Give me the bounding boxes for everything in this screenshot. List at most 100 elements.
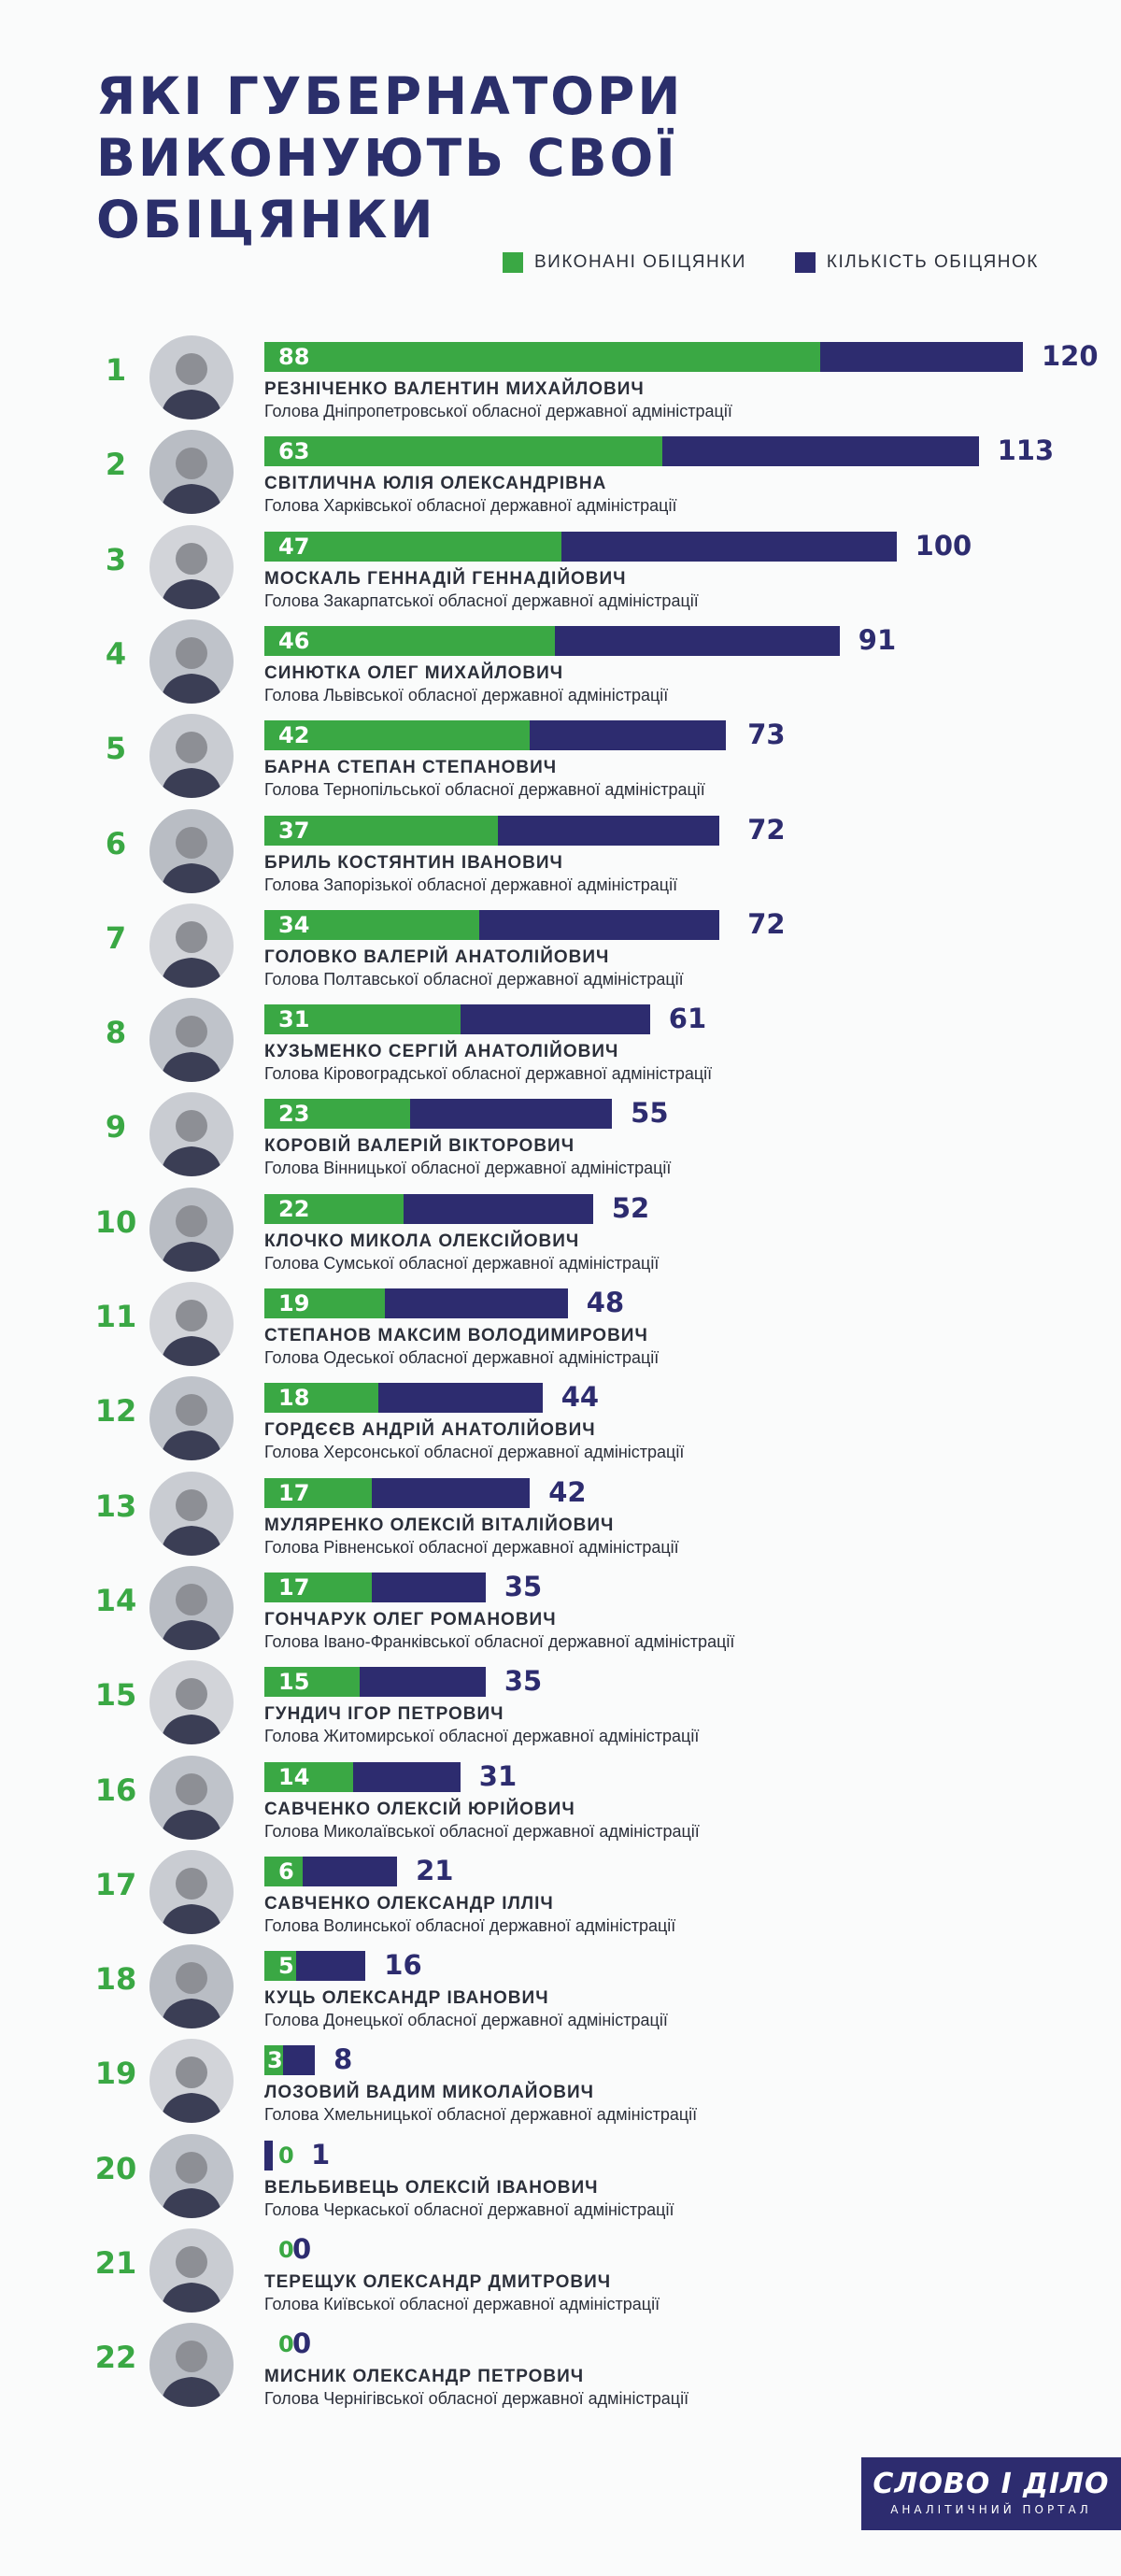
governor-name: ВЕЛЬБИВЕЦЬ ОЛЕКСІЙ ІВАНОВИЧ bbox=[264, 2177, 599, 2198]
logo-main-text: СЛОВО І ДІЛО bbox=[873, 2468, 1110, 2500]
page-title: ЯКІ ГУБЕРНАТОРИ ВИКОНУЮТЬ СВОЇ ОБІЦЯНКИ bbox=[96, 66, 684, 249]
completed-value-label: 47 bbox=[278, 533, 310, 560]
avatar-head-shape bbox=[176, 1678, 207, 1711]
total-value-label: 1 bbox=[311, 2138, 331, 2170]
rank-number: 10 bbox=[94, 1203, 137, 1240]
governor-position: Голова Закарпатської обласної державної … bbox=[264, 591, 699, 610]
avatar-head-shape bbox=[176, 542, 207, 575]
bar-completed bbox=[264, 342, 821, 372]
person-icon bbox=[161, 2246, 222, 2313]
rank-number: 2 bbox=[105, 447, 127, 483]
avatar-body-shape bbox=[161, 484, 222, 515]
avatar bbox=[149, 1376, 234, 1461]
rank-number: 3 bbox=[105, 541, 127, 577]
completed-value-label: 0 bbox=[278, 2237, 294, 2263]
person-icon bbox=[161, 920, 222, 988]
table-row: 4 46 91 СИНЮТКА ОЛЕГ МИХАЙЛОВИЧ Голова Львів… bbox=[0, 616, 1121, 710]
rank-number: 20 bbox=[94, 2150, 137, 2186]
governor-name: ГУНДИЧ ІГОР ПЕТРОВИЧ bbox=[264, 1704, 504, 1725]
person-icon bbox=[161, 1867, 222, 1934]
governor-name: САВЧЕНКО ОЛЕКСІЙ ЮРІЙОВИЧ bbox=[264, 1799, 575, 1819]
table-row: 18 5 16 КУЦЬ ОЛЕКСАНДР ІВАНОВИЧ Голова Донец… bbox=[0, 1941, 1121, 2035]
person-icon bbox=[161, 826, 222, 893]
total-value-label: 44 bbox=[560, 1381, 600, 1414]
governor-name: ГОРДЄЄВ АНДРІЙ АНАТОЛІЙОВИЧ bbox=[264, 1420, 596, 1441]
table-row: 9 23 55 КОРОВІЙ ВАЛЕРІЙ ВІКТОРОВИЧ Голова Ві… bbox=[0, 1089, 1121, 1183]
avatar bbox=[149, 1092, 234, 1177]
avatar bbox=[149, 2323, 234, 2408]
avatar-body-shape bbox=[161, 1715, 222, 1745]
governor-name: РЕЗНІЧЕНКО ВАЛЕНТИН МИХАЙЛОВИЧ bbox=[264, 379, 645, 399]
avatar-body-shape bbox=[161, 578, 222, 609]
completed-value-label: 6 bbox=[278, 1857, 294, 1885]
rank-number: 22 bbox=[94, 2340, 137, 2376]
table-row: 13 17 42 МУЛЯРЕНКО ОЛЕКСІЙ ВІТАЛІЙОВИЧ Голов… bbox=[0, 1468, 1121, 1562]
bar-completed bbox=[264, 1193, 404, 1224]
rank-number: 1 bbox=[105, 352, 127, 388]
avatar bbox=[149, 1565, 234, 1650]
total-value-label: 61 bbox=[668, 1003, 707, 1035]
governor-position: Голова Вінницької обласної державної адм… bbox=[264, 1159, 672, 1178]
completed-value-label: 31 bbox=[278, 1006, 310, 1033]
avatar-head-shape bbox=[176, 1488, 207, 1521]
completed-value-label: 42 bbox=[278, 722, 310, 749]
governor-name: БАРНА СТЕПАН СТЕПАНОВИЧ bbox=[264, 758, 558, 778]
total-value-label: 52 bbox=[611, 1191, 650, 1224]
total-value-label: 100 bbox=[915, 529, 972, 562]
avatar-head-shape bbox=[176, 2151, 207, 2184]
total-value-label: 55 bbox=[631, 1097, 669, 1130]
completed-value-label: 17 bbox=[278, 1573, 310, 1601]
governor-position: Голова Тернопільської обласної державної… bbox=[264, 780, 705, 800]
governor-position: Голова Харківської обласної державної ад… bbox=[264, 496, 677, 516]
person-icon bbox=[161, 1394, 222, 1461]
total-value-label: 42 bbox=[548, 1475, 587, 1508]
person-icon bbox=[161, 1678, 222, 1745]
rank-number: 16 bbox=[94, 1772, 137, 1808]
table-row: 21 0 0 ТЕРЕЩУК ОЛЕКСАНДР ДМИТРОВИЧ Голова Ки… bbox=[0, 2225, 1121, 2319]
avatar-body-shape bbox=[161, 2283, 222, 2313]
brand-logo: СЛОВО І ДІЛО АНАЛІТИЧНИЙ ПОРТАЛ bbox=[861, 2457, 1121, 2530]
person-icon bbox=[161, 2341, 222, 2408]
bar-completed bbox=[264, 2045, 284, 2076]
rank-number: 18 bbox=[94, 1961, 137, 1998]
completed-value-label: 5 bbox=[278, 1953, 294, 1980]
avatar-head-shape bbox=[176, 826, 207, 859]
bar-completed bbox=[264, 1761, 353, 1792]
avatar-body-shape bbox=[161, 673, 222, 704]
avatar bbox=[149, 524, 234, 609]
avatar-head-shape bbox=[176, 353, 207, 385]
total-value-label: 0 bbox=[292, 2233, 312, 2265]
governor-name: ЛОЗОВИЙ ВАДИМ МИКОЛАЙОВИЧ bbox=[264, 2083, 594, 2103]
avatar bbox=[149, 2039, 234, 2124]
avatar-head-shape bbox=[176, 1867, 207, 1900]
rank-number: 21 bbox=[94, 2245, 137, 2281]
governor-position: Голова Дніпропетровської обласної держав… bbox=[264, 402, 732, 420]
total-value-label: 113 bbox=[997, 434, 1055, 467]
avatar-head-shape bbox=[176, 2057, 207, 2089]
governor-name: СВІТЛИЧНА ЮЛІЯ ОЛЕКСАНДРІВНА bbox=[264, 474, 607, 494]
rank-number: 15 bbox=[94, 1677, 137, 1714]
total-value-label: 35 bbox=[504, 1570, 543, 1602]
person-icon bbox=[161, 1583, 222, 1650]
table-row: 6 37 72 БРИЛЬ КОСТЯНТИН ІВАНОВИЧ Голова Запо… bbox=[0, 805, 1121, 900]
completed-value-label: 0 bbox=[278, 2142, 294, 2169]
total-value-label: 72 bbox=[747, 813, 786, 846]
avatar bbox=[149, 714, 234, 799]
person-icon bbox=[161, 1772, 222, 1840]
avatar-body-shape bbox=[161, 1052, 222, 1083]
rank-number: 12 bbox=[94, 1393, 137, 1430]
governor-position: Голова Херсонської обласної державної ад… bbox=[264, 1443, 685, 1462]
person-icon bbox=[161, 732, 222, 799]
avatar-head-shape bbox=[176, 1583, 207, 1615]
completed-value-label: 46 bbox=[278, 627, 310, 654]
legend-swatch-completed bbox=[503, 252, 523, 273]
avatar bbox=[149, 1471, 234, 1556]
avatar-body-shape bbox=[161, 1903, 222, 1934]
avatar-body-shape bbox=[161, 390, 222, 420]
completed-value-label: 63 bbox=[278, 438, 310, 465]
governor-position: Голова Хмельницької обласної державної а… bbox=[264, 2105, 698, 2125]
rank-number: 17 bbox=[94, 1866, 137, 1902]
rank-number: 19 bbox=[94, 2056, 137, 2092]
governor-name: СТЕПАНОВ МАКСИМ ВОЛОДИМИРОВИЧ bbox=[264, 1326, 648, 1345]
completed-value-label: 88 bbox=[278, 344, 310, 370]
